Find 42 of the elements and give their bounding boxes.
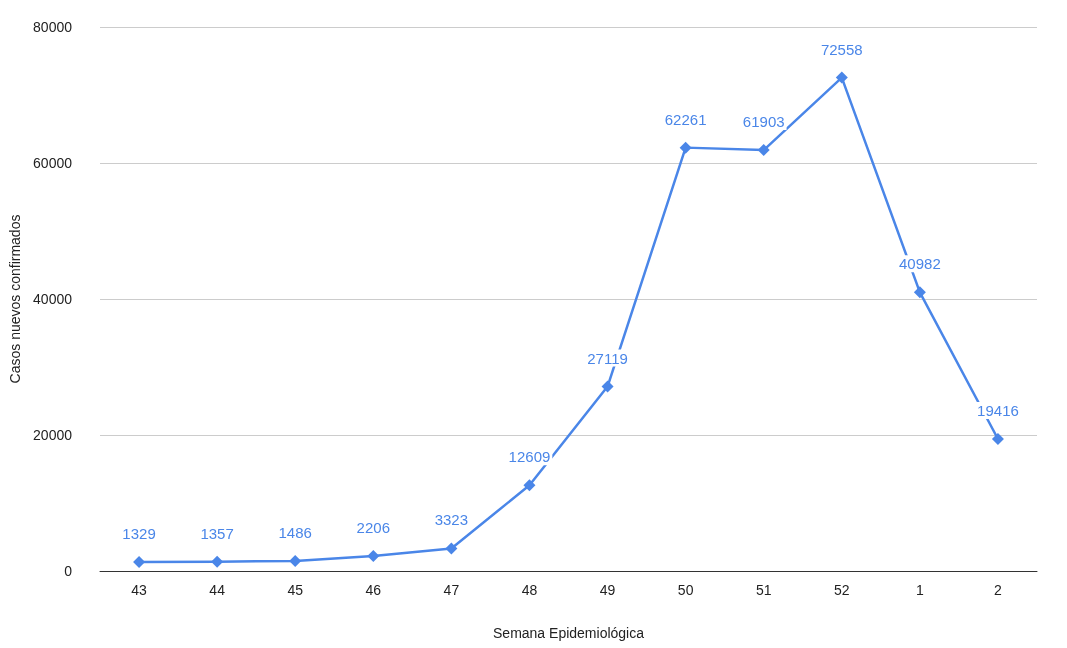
y-tick-label: 0	[64, 563, 73, 579]
x-tick-label: 1	[915, 582, 924, 598]
y-tick-label: 80000	[33, 19, 73, 35]
x-tick-label: 43	[131, 582, 148, 598]
x-tick-label: 45	[287, 582, 304, 598]
x-tick-label: 52	[834, 582, 850, 598]
data-label: 40982	[899, 255, 941, 273]
x-tick-label: 49	[599, 582, 616, 598]
x-tick-label: 50	[677, 582, 694, 598]
data-label: 61903	[742, 113, 785, 131]
data-label: 27119	[587, 349, 628, 367]
point	[835, 71, 848, 84]
y-axis-title: Casos nuevos confirmados	[7, 214, 23, 384]
x-tick-label: 44	[209, 582, 226, 598]
point	[445, 542, 458, 555]
data-label: 2206	[356, 519, 390, 536]
data-label: 1329	[122, 524, 156, 542]
data-label: 1486	[278, 523, 312, 541]
y-tick-label: 20000	[33, 427, 73, 443]
point	[913, 286, 926, 299]
y-tick-label: 40000	[33, 291, 73, 307]
x-axis-title: Semana Epidemiológica	[493, 625, 645, 641]
x-tick-label: 2	[994, 582, 1003, 598]
point	[523, 479, 536, 492]
point	[289, 554, 302, 567]
data-label: 19416	[977, 401, 1019, 419]
y-tick-label: 60000	[33, 155, 73, 171]
data-label: 62261	[664, 110, 707, 128]
x-tick-label: 51	[755, 582, 772, 598]
point	[757, 144, 770, 157]
point	[991, 432, 1004, 445]
point	[367, 550, 380, 562]
point	[211, 555, 224, 568]
data-label: 3323	[434, 511, 469, 529]
x-tick-label: 46	[365, 582, 382, 598]
data-label: 72558	[820, 40, 863, 58]
x-tick-label: 47	[443, 582, 460, 598]
point	[679, 141, 692, 154]
point	[601, 380, 614, 393]
data-label: 12609	[508, 448, 551, 466]
data-label: 1357	[200, 524, 234, 542]
x-tick-label: 48	[521, 582, 538, 598]
